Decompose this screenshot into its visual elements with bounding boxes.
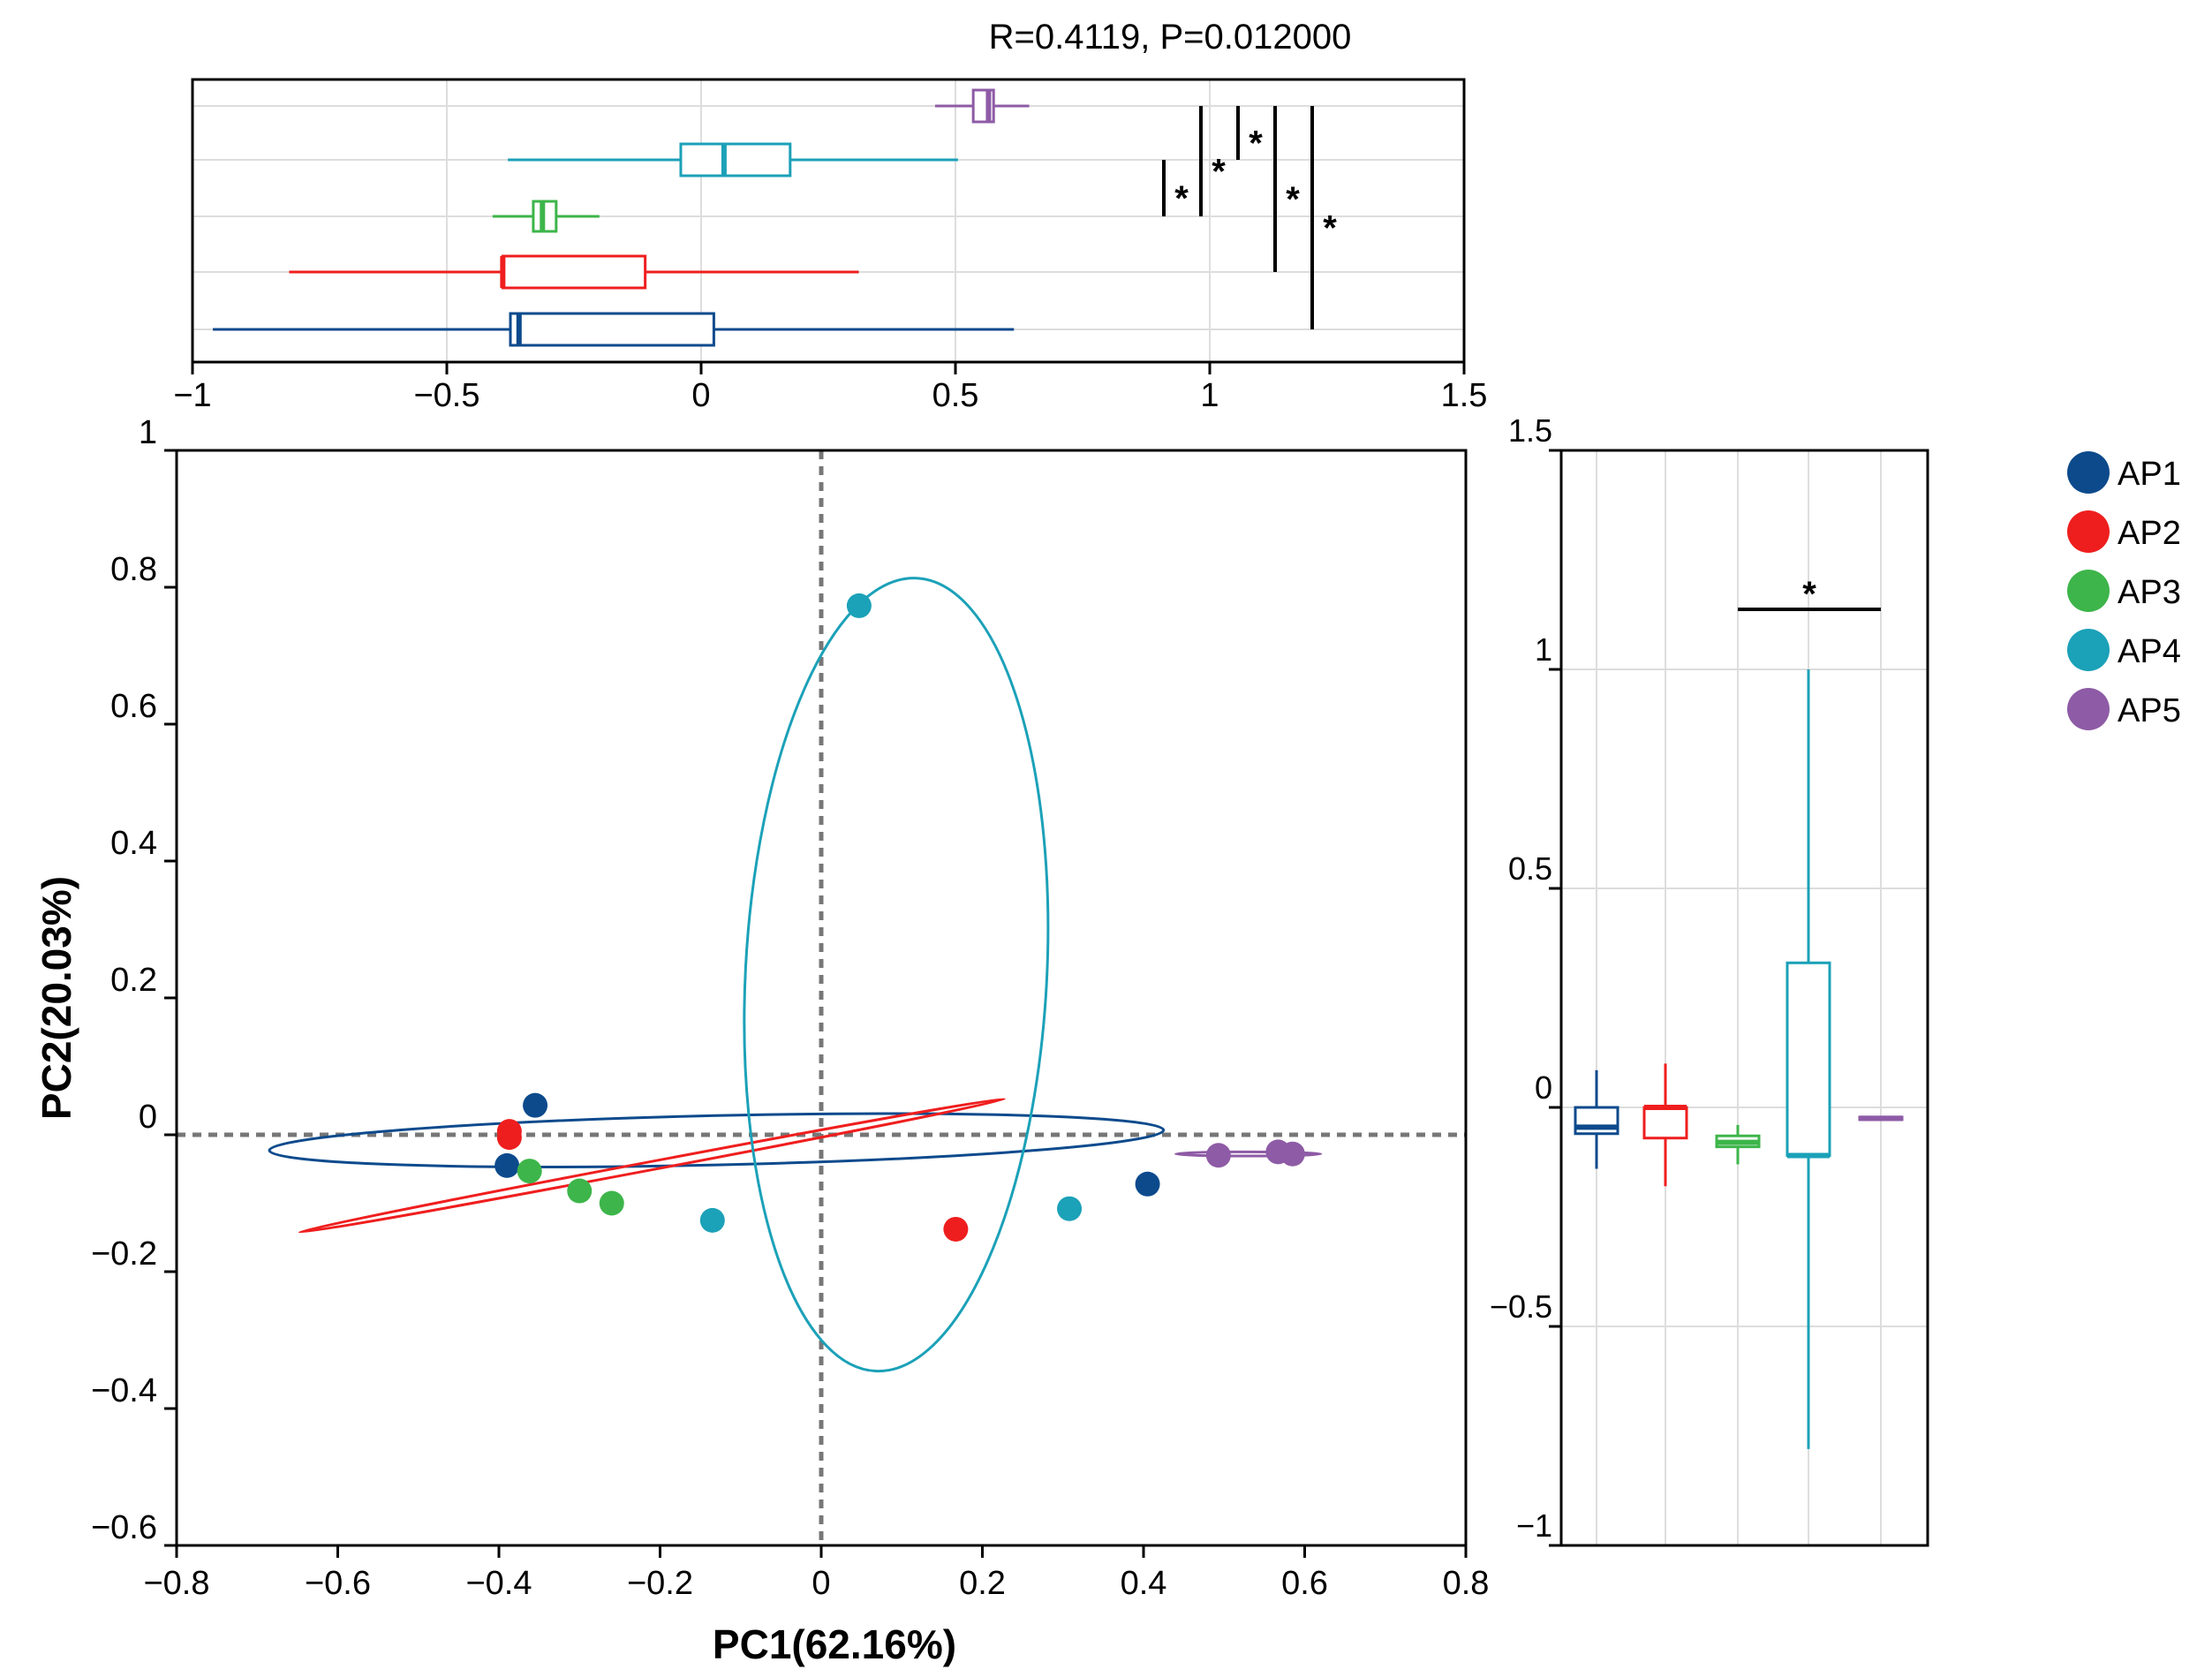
y-axis-label: PC2(20.03%) — [34, 876, 79, 1120]
top-significance-star: * — [1323, 209, 1337, 248]
legend-label-ap4: AP4 — [2118, 633, 2181, 670]
legend-label-ap1: AP1 — [2118, 456, 2181, 493]
top-box-ap5 — [934, 88, 1030, 124]
point-ap4-3 — [1057, 1196, 1083, 1221]
top-significance-star: * — [1249, 125, 1263, 163]
right-box-ap3 — [1715, 1124, 1761, 1165]
top-significance-star: * — [1174, 179, 1189, 218]
legend-item-ap4: AP4 — [2067, 629, 2181, 671]
top-x-tick-label: 0.5 — [932, 377, 979, 414]
point-ap3-1 — [517, 1159, 542, 1184]
x-tick-label: 0.4 — [1121, 1565, 1167, 1602]
top-box-body-ap2 — [501, 254, 647, 290]
top-x-tick-label: −0.5 — [413, 377, 479, 414]
y-tick-label: 1 — [139, 414, 157, 451]
right-box-ap2 — [1642, 1063, 1688, 1187]
right-y-tick-label: 0.5 — [1508, 850, 1552, 887]
legend-marker-ap2 — [2067, 510, 2110, 553]
top-box-ap2 — [289, 254, 859, 290]
top-boxplot-panel: R=0.4119, P=0.012000 * * * * * −1 −0.5 0 0.5 1 1.… — [173, 18, 1487, 414]
right-y-tick-label: 0 — [1535, 1069, 1552, 1106]
top-significance-star: * — [1286, 180, 1300, 219]
confidence-ellipse-ap4 — [743, 577, 1050, 1373]
point-ap3-2 — [567, 1178, 593, 1204]
top-box-body-ap1 — [509, 312, 715, 347]
y-tick-label: −0.6 — [91, 1509, 157, 1546]
y-tick-label: 0 — [139, 1099, 157, 1136]
top-box-ap4 — [508, 142, 958, 178]
top-x-tick-label: 0 — [691, 377, 710, 414]
y-tick-label: −0.2 — [91, 1235, 157, 1273]
x-axis-label: PC1(62.16%) — [713, 1621, 956, 1667]
legend-label-ap3: AP3 — [2118, 574, 2181, 611]
point-ap4-2 — [699, 1207, 725, 1233]
top-boxplot-title: R=0.4119, P=0.012000 — [989, 18, 1352, 57]
y-tick-label: −0.4 — [91, 1372, 157, 1409]
right-y-tick-label: 1.5 — [1508, 412, 1552, 449]
y-tick-label: 0.4 — [110, 825, 157, 862]
point-ap1-2 — [494, 1152, 520, 1178]
x-tick-label: −0.6 — [305, 1565, 371, 1602]
legend-label-ap2: AP2 — [2118, 515, 2181, 552]
pcoa-scatter-panel: −0.8 −0.6 −0.4 −0.2 0 0.2 0.4 0.6 0.8 −0.6 −0.4 −0… — [34, 414, 1489, 1667]
x-tick-label: −0.2 — [627, 1565, 693, 1602]
right-y-tick-label: −0.5 — [1490, 1288, 1552, 1325]
x-tick-label: 0 — [812, 1565, 830, 1602]
x-tick-label: 0.8 — [1443, 1565, 1490, 1602]
confidence-ellipse-ap1 — [268, 1112, 1166, 1168]
right-box-body-ap4 — [1785, 961, 1831, 1158]
point-ap5-3 — [1280, 1141, 1305, 1167]
top-significance-star: * — [1212, 153, 1226, 192]
top-box-ap3 — [492, 200, 600, 233]
x-tick-label: −0.4 — [465, 1565, 532, 1602]
point-ap3-3 — [599, 1190, 624, 1216]
confidence-ellipse-ap5 — [1174, 1150, 1323, 1158]
legend-item-ap2: AP2 — [2067, 510, 2181, 553]
point-ap5-1 — [1205, 1143, 1231, 1168]
legend-marker-ap3 — [2067, 570, 2110, 612]
point-ap4-1 — [846, 593, 872, 618]
y-tick-label: 0.6 — [110, 688, 157, 725]
point-ap2-3 — [943, 1216, 969, 1242]
point-ap1-1 — [523, 1092, 548, 1118]
legend: AP1 AP2 AP3 AP4 AP5 — [2067, 451, 2181, 730]
top-box-ap1 — [213, 312, 1015, 347]
right-boxplot-panel: * −1 −0.5 0 0.5 1 1.5 — [1490, 412, 1929, 1547]
legend-item-ap5: AP5 — [2067, 688, 2181, 730]
point-ap2-2 — [496, 1119, 522, 1144]
right-box-ap4 — [1785, 669, 1831, 1449]
right-significance-star: * — [1802, 575, 1816, 614]
x-tick-label: 0.6 — [1281, 1565, 1328, 1602]
confidence-ellipse-ap2 — [298, 1097, 1006, 1234]
top-panel-frame — [191, 78, 1466, 364]
legend-marker-ap1 — [2067, 451, 2110, 494]
right-box-ap1 — [1574, 1069, 1619, 1169]
right-box-body-ap2 — [1642, 1106, 1688, 1140]
x-tick-label: −0.8 — [143, 1565, 209, 1602]
right-box-ap5 — [1858, 1115, 1904, 1122]
point-ap1-3 — [1135, 1171, 1160, 1197]
right-panel-frame — [1559, 449, 1929, 1547]
legend-marker-ap4 — [2067, 629, 2110, 671]
y-tick-label: 0.8 — [110, 551, 157, 588]
legend-item-ap3: AP3 — [2067, 570, 2181, 612]
right-y-tick-label: 1 — [1535, 631, 1552, 668]
x-tick-label: 0.2 — [959, 1565, 1006, 1602]
right-y-tick-label: −1 — [1516, 1507, 1552, 1544]
legend-item-ap1: AP1 — [2067, 451, 2181, 494]
top-x-tick-label: −1 — [173, 377, 211, 414]
legend-label-ap5: AP5 — [2118, 692, 2181, 729]
top-box-body-ap4 — [679, 142, 792, 178]
legend-marker-ap5 — [2067, 688, 2110, 730]
y-tick-label: 0.2 — [110, 962, 157, 999]
top-x-tick-label: 1 — [1200, 377, 1219, 414]
top-x-tick-label: 1.5 — [1441, 377, 1488, 414]
